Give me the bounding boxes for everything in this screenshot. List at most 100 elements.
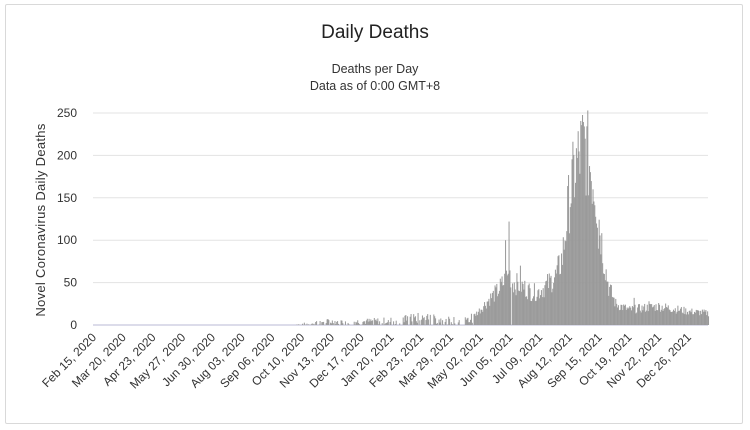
bar (613, 297, 615, 325)
bar (571, 159, 573, 325)
bar (426, 315, 428, 325)
bar (648, 301, 650, 325)
bar (498, 293, 500, 325)
bar (604, 280, 606, 325)
bar (487, 301, 489, 325)
bar (336, 321, 338, 325)
chart-subtitle: Deaths per Day (331, 62, 419, 76)
bar (657, 310, 659, 325)
bar (402, 317, 404, 325)
bar (654, 310, 656, 325)
bar (537, 290, 539, 325)
bar (669, 310, 671, 325)
bar (321, 322, 323, 325)
bar (538, 289, 540, 325)
bar (638, 304, 640, 325)
bar (427, 314, 429, 325)
bar (695, 309, 697, 325)
bar (464, 317, 466, 325)
bar (512, 283, 514, 325)
bar (583, 126, 585, 325)
bar (585, 195, 587, 325)
bar (618, 310, 620, 325)
bar (369, 321, 371, 325)
bar (378, 324, 380, 325)
bar (530, 300, 532, 325)
bar (442, 320, 444, 325)
bar (341, 320, 343, 325)
bar (580, 120, 582, 325)
bar (325, 323, 327, 325)
bar (582, 114, 584, 325)
bar (687, 311, 689, 325)
bar (673, 309, 675, 325)
bar (572, 141, 574, 325)
bar (471, 322, 473, 325)
y-tick-label: 250 (57, 106, 77, 120)
bar (591, 203, 593, 325)
bar (504, 273, 506, 325)
bar (481, 309, 483, 325)
bar (297, 324, 299, 325)
bar (587, 110, 589, 325)
bar (527, 285, 529, 325)
bar (634, 304, 636, 325)
y-axis-tick-labels: 0 50 100 150 200 250 (57, 106, 77, 332)
bar (665, 303, 667, 325)
bar (450, 322, 452, 325)
bar (444, 321, 446, 325)
bar (498, 290, 500, 325)
bar (372, 320, 374, 325)
bar (501, 276, 503, 325)
bar (422, 318, 424, 325)
bar (403, 322, 405, 325)
bar (685, 308, 687, 325)
bar (556, 265, 558, 325)
bar (674, 308, 676, 325)
bar (407, 316, 409, 325)
bar (588, 195, 590, 325)
bar (429, 314, 431, 325)
y-tick-label: 50 (64, 276, 78, 290)
bar (621, 304, 623, 325)
bar (646, 304, 648, 325)
bar (363, 321, 365, 325)
bar (411, 321, 413, 325)
bar (469, 322, 471, 325)
bar (377, 318, 379, 325)
bar (631, 310, 633, 325)
bar (551, 292, 553, 325)
bar (700, 310, 702, 325)
bar (666, 307, 668, 325)
bar (505, 270, 507, 325)
bar (308, 324, 310, 325)
bar (707, 311, 709, 325)
bar (546, 280, 548, 325)
bar (578, 151, 580, 325)
bar (704, 311, 706, 325)
bar (659, 311, 661, 325)
bar (533, 283, 535, 325)
bar (330, 322, 332, 325)
bar (507, 273, 509, 325)
bar (577, 131, 579, 325)
bar (413, 314, 415, 325)
bar (645, 311, 647, 325)
bar (479, 313, 481, 325)
bar (500, 281, 502, 325)
bar (327, 319, 329, 325)
bar (361, 324, 363, 325)
bar (348, 324, 350, 325)
bar (387, 320, 389, 325)
bar (664, 308, 666, 325)
bar (355, 321, 357, 325)
bar (491, 292, 493, 325)
bar (315, 321, 317, 325)
bar (528, 283, 530, 325)
bar (676, 311, 678, 325)
bar (644, 303, 646, 325)
bar (445, 318, 447, 325)
bar (497, 296, 499, 325)
